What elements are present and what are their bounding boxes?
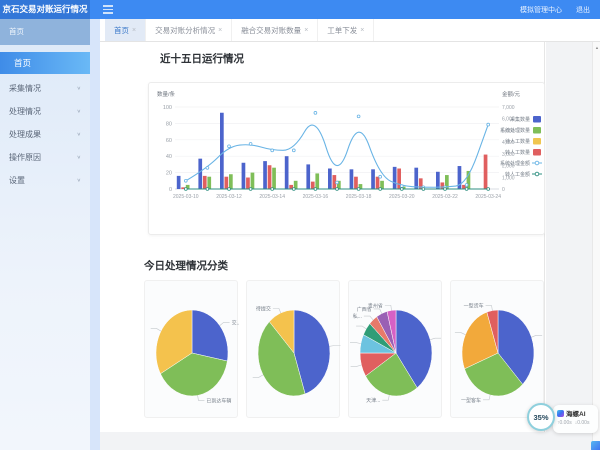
svg-text:转人工金额: 转人工金额: [505, 171, 530, 178]
pie-card-2: 待提交: [246, 280, 341, 418]
svg-text:采集数量: 采集数量: [510, 116, 530, 123]
close-tab-icon[interactable]: ×: [132, 26, 137, 34]
sidebar-item-processing[interactable]: 处理情况 ∨: [9, 107, 81, 116]
svg-text:私...: 私...: [353, 313, 362, 320]
tab-work-order[interactable]: 工单下发 ×: [318, 19, 375, 41]
hamburger-menu-icon[interactable]: [103, 5, 113, 14]
tab-home[interactable]: 首页 ×: [105, 19, 147, 41]
tab-recon-analysis[interactable]: 交易对账分析情况 ×: [146, 19, 233, 41]
tab-recon-count[interactable]: 融合交易对账数量 ×: [232, 19, 319, 41]
svg-text:0: 0: [502, 187, 505, 193]
svg-text:广西省: 广西省: [357, 306, 372, 313]
stat-up: ↑0.00s: [557, 420, 572, 426]
svg-text:2025-03-20: 2025-03-20: [389, 194, 415, 200]
svg-text:2025-03-18: 2025-03-18: [346, 194, 372, 200]
svg-text:系统处理数量: 系统处理数量: [500, 127, 530, 134]
chevron-down-icon: ∨: [76, 178, 81, 184]
svg-text:一型客车: 一型客车: [461, 397, 481, 404]
sidebar-item-home[interactable]: 首页: [0, 52, 90, 74]
stat-down: ↓0.00s: [574, 420, 590, 426]
svg-text:0: 0: [169, 187, 172, 193]
pies-section-title: 今日处理情况分类: [144, 260, 228, 272]
svg-text:系统处理金额: 系统处理金额: [500, 160, 530, 167]
run-chart-card: 0 20 40 60 80 100 0 1,000 2,000 3,000 4,000 5,000 6,…: [148, 82, 545, 235]
svg-text:100: 100: [163, 105, 172, 111]
assistant-widget-card[interactable]: 海螺AI ↑0.00s ↓0.00s: [553, 405, 598, 433]
svg-text:5,000: 5,000: [502, 128, 515, 134]
svg-text:6,000: 6,000: [502, 117, 515, 123]
sidebar-header: 首页: [0, 19, 90, 45]
assistant-name: 海螺AI: [566, 411, 586, 418]
management-center-link[interactable]: 模拟管理中心: [520, 6, 562, 14]
svg-text:2025-03-24: 2025-03-24: [475, 194, 501, 200]
close-tab-icon[interactable]: ×: [360, 26, 365, 34]
sidebar-item-results[interactable]: 处理成果 ∨: [9, 130, 81, 139]
pie-chart-vehicles: 交... 已到达车辆: [150, 309, 241, 404]
svg-text:2025-03-16: 2025-03-16: [303, 194, 329, 200]
svg-text:7,000: 7,000: [502, 105, 515, 111]
svg-text:交...: 交...: [232, 319, 239, 326]
svg-text:金额/元: 金额/元: [502, 90, 521, 98]
sidebar: 首页 首页 采集情况 ∨ 处理情况 ∨ 处理成果 ∨ 操作原因 ∨ 设置 ∨: [0, 19, 90, 450]
topbar-links: 模拟管理中心 退出: [520, 0, 590, 19]
app-title: 京石交易对账运行情况: [0, 0, 90, 19]
svg-text:待人工数量: 待人工数量: [505, 138, 530, 145]
pie-chart-status: 待提交: [252, 305, 341, 397]
vertical-scrollbar[interactable]: ▲: [592, 42, 600, 450]
assistant-percent-badge[interactable]: 35%: [527, 403, 555, 431]
svg-text:数量/条: 数量/条: [157, 90, 176, 98]
svg-text:2025-03-22: 2025-03-22: [432, 194, 458, 200]
svg-text:已到达车辆: 已到达车辆: [206, 397, 231, 404]
chevron-down-icon: ∨: [76, 155, 81, 161]
sidebar-divider-strip: [90, 19, 100, 450]
bottom-gutter: [100, 432, 546, 450]
chevron-down-icon: ∨: [76, 132, 81, 138]
svg-text:2,000: 2,000: [502, 164, 515, 170]
svg-text:4,000: 4,000: [502, 140, 515, 146]
svg-text:天津...: 天津...: [366, 397, 380, 404]
svg-text:2025-03-10: 2025-03-10: [173, 194, 199, 200]
svg-text:40: 40: [166, 154, 172, 160]
chevron-down-icon: ∨: [76, 86, 81, 92]
svg-text:3,000: 3,000: [502, 152, 515, 158]
main-content: 近十五日运行情况 0 20 40 60 80 100 0 1,000 2,000 3,000 4,0…: [100, 42, 545, 432]
sidebar-item-reasons[interactable]: 操作原因 ∨: [9, 153, 81, 162]
close-tab-icon[interactable]: ×: [218, 26, 223, 34]
run-chart-section-title: 近十五日运行情况: [160, 53, 244, 65]
svg-text:2025-03-14: 2025-03-14: [259, 194, 285, 200]
svg-text:20: 20: [166, 171, 172, 177]
pie-card-1: 交... 已到达车辆: [144, 280, 241, 418]
pie-card-4: 一型客车 一型货车: [450, 280, 544, 418]
close-tab-icon[interactable]: ×: [304, 26, 309, 34]
tabbar: 首页 × 交易对账分析情况 × 融合交易对账数量 × 工单下发 ×: [100, 19, 600, 42]
topbar: 京石交易对账运行情况 模拟管理中心 退出: [0, 0, 600, 19]
right-gutter: [546, 42, 600, 450]
logout-link[interactable]: 退出: [576, 6, 590, 14]
svg-text:贵州省: 贵州省: [368, 302, 383, 309]
run-combo-chart: 0 20 40 60 80 100 0 1,000 2,000 3,000 4,000 5,000 6,…: [157, 90, 542, 200]
svg-text:一型货车: 一型货车: [464, 303, 484, 310]
svg-text:1,000: 1,000: [502, 175, 515, 181]
sidebar-item-settings[interactable]: 设置 ∨: [9, 176, 81, 185]
sidebar-item-collection[interactable]: 采集情况 ∨: [9, 84, 81, 93]
svg-text:80: 80: [166, 121, 172, 127]
svg-text:60: 60: [166, 138, 172, 144]
chevron-down-icon: ∨: [76, 109, 81, 115]
svg-text:转人工数量: 转人工数量: [505, 149, 530, 156]
svg-text:2025-03-12: 2025-03-12: [216, 194, 242, 200]
corner-widget-chip[interactable]: [591, 441, 600, 450]
hailuo-ai-icon: [557, 409, 564, 417]
scroll-up-icon[interactable]: ▲: [595, 45, 599, 50]
svg-text:待提交: 待提交: [256, 305, 271, 312]
